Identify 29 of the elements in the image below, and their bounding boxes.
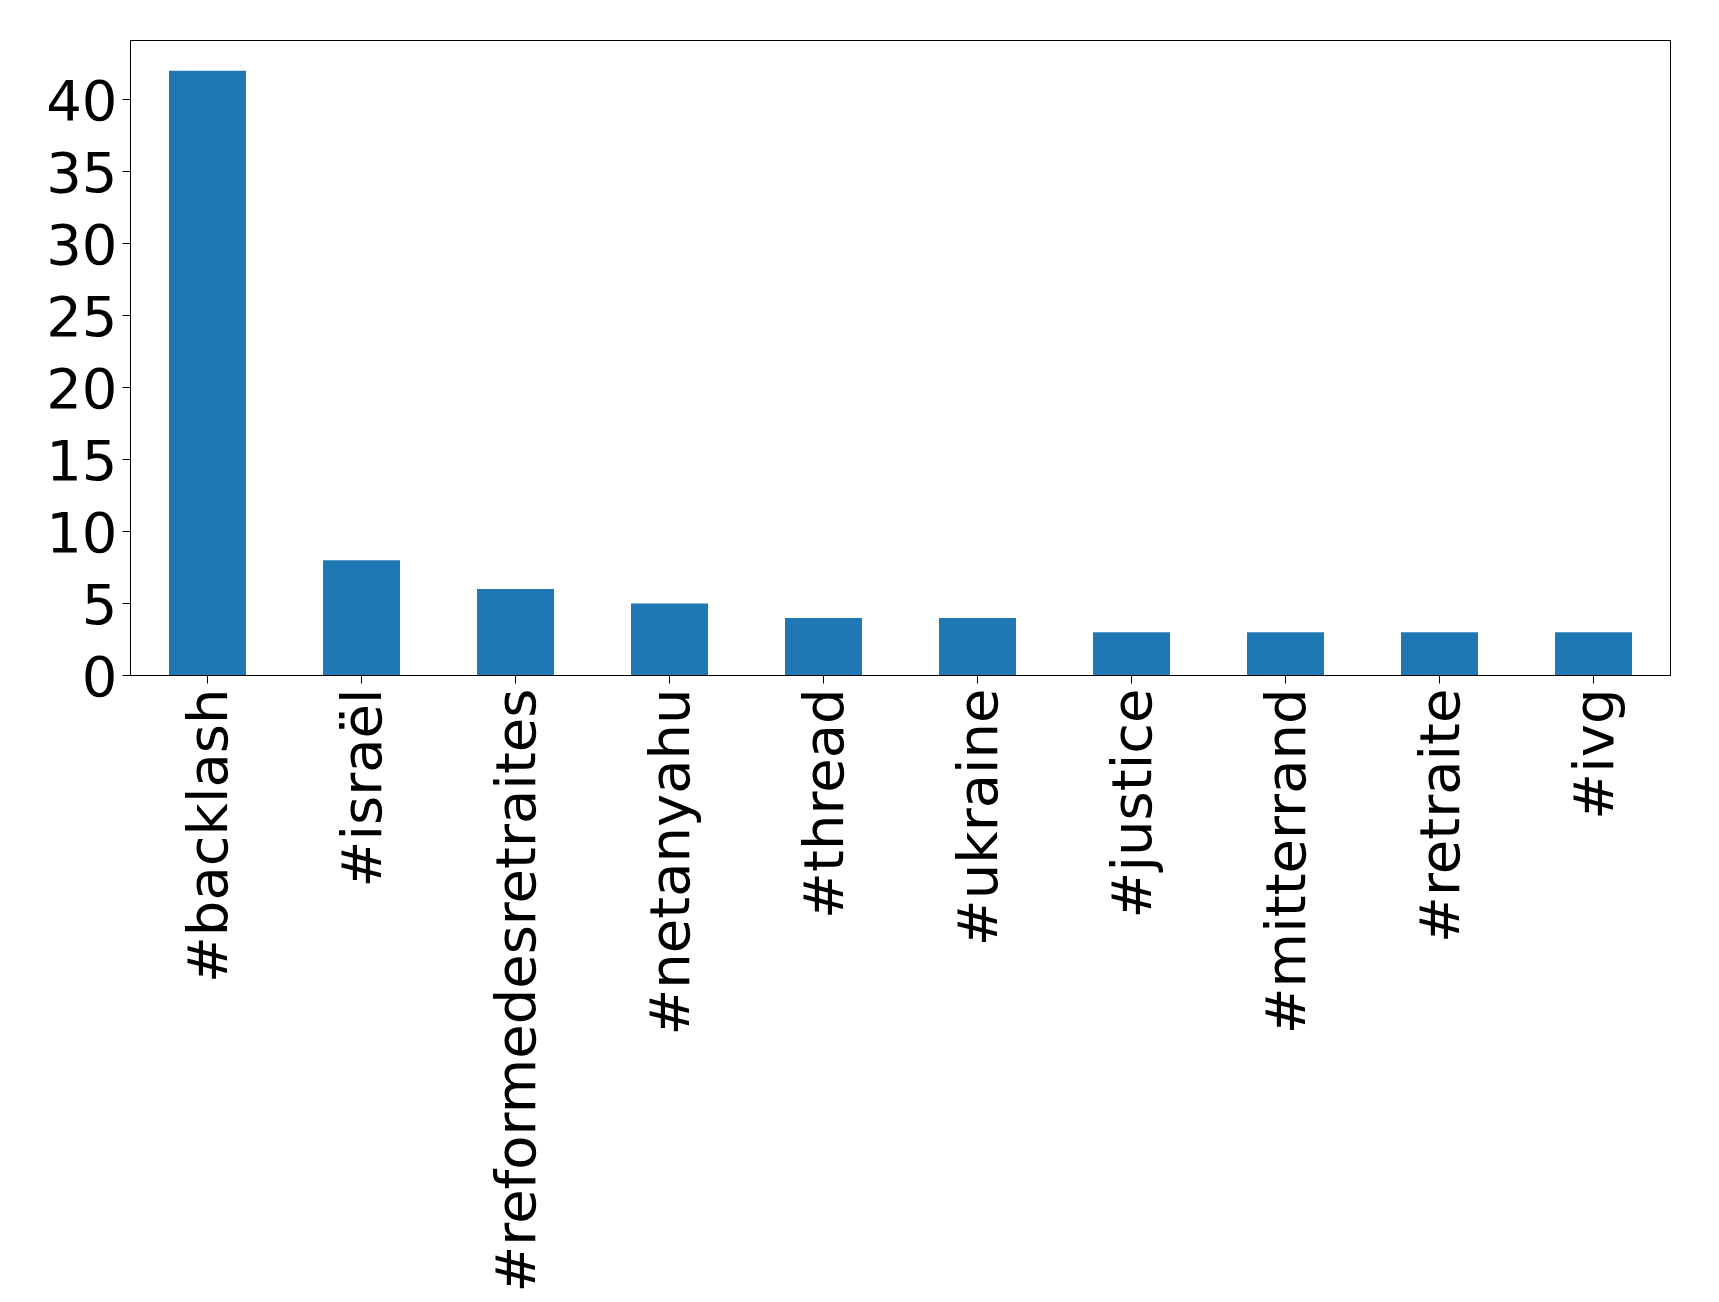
x-tick-label: #mitterrand (1253, 688, 1318, 1035)
bar (323, 560, 400, 676)
x-tick-label: #backlash (175, 688, 240, 984)
bar (169, 70, 246, 676)
bar (1093, 632, 1170, 676)
y-tick-label: 0 (81, 643, 118, 709)
x-tick-label: #israël (329, 688, 394, 888)
y-tick-label: 15 (46, 427, 118, 493)
x-tick-label: #ivg (1561, 688, 1626, 820)
x-tick-label: #thread (791, 688, 856, 919)
y-tick-label: 20 (46, 355, 118, 421)
y-tick-label: 25 (46, 283, 118, 349)
bar (1247, 632, 1324, 676)
y-tick-label: 5 (81, 571, 118, 637)
bar (1555, 632, 1632, 676)
x-tick-label: #ukraine (945, 688, 1010, 947)
bar (477, 589, 554, 676)
bar (785, 617, 862, 676)
y-tick-label: 30 (46, 211, 118, 277)
x-tick-label: #netanyahu (637, 688, 702, 1036)
y-tick-label: 10 (46, 499, 118, 565)
bar (1401, 632, 1478, 676)
x-tick-label: #reformedesretraites (483, 688, 548, 1293)
x-tick-label: #retraite (1407, 688, 1472, 943)
bar (939, 617, 1016, 676)
y-tick-label: 40 (46, 67, 118, 133)
y-tick-label: 35 (46, 139, 118, 205)
bar (631, 603, 708, 676)
x-tick-label: #justice (1099, 688, 1164, 919)
